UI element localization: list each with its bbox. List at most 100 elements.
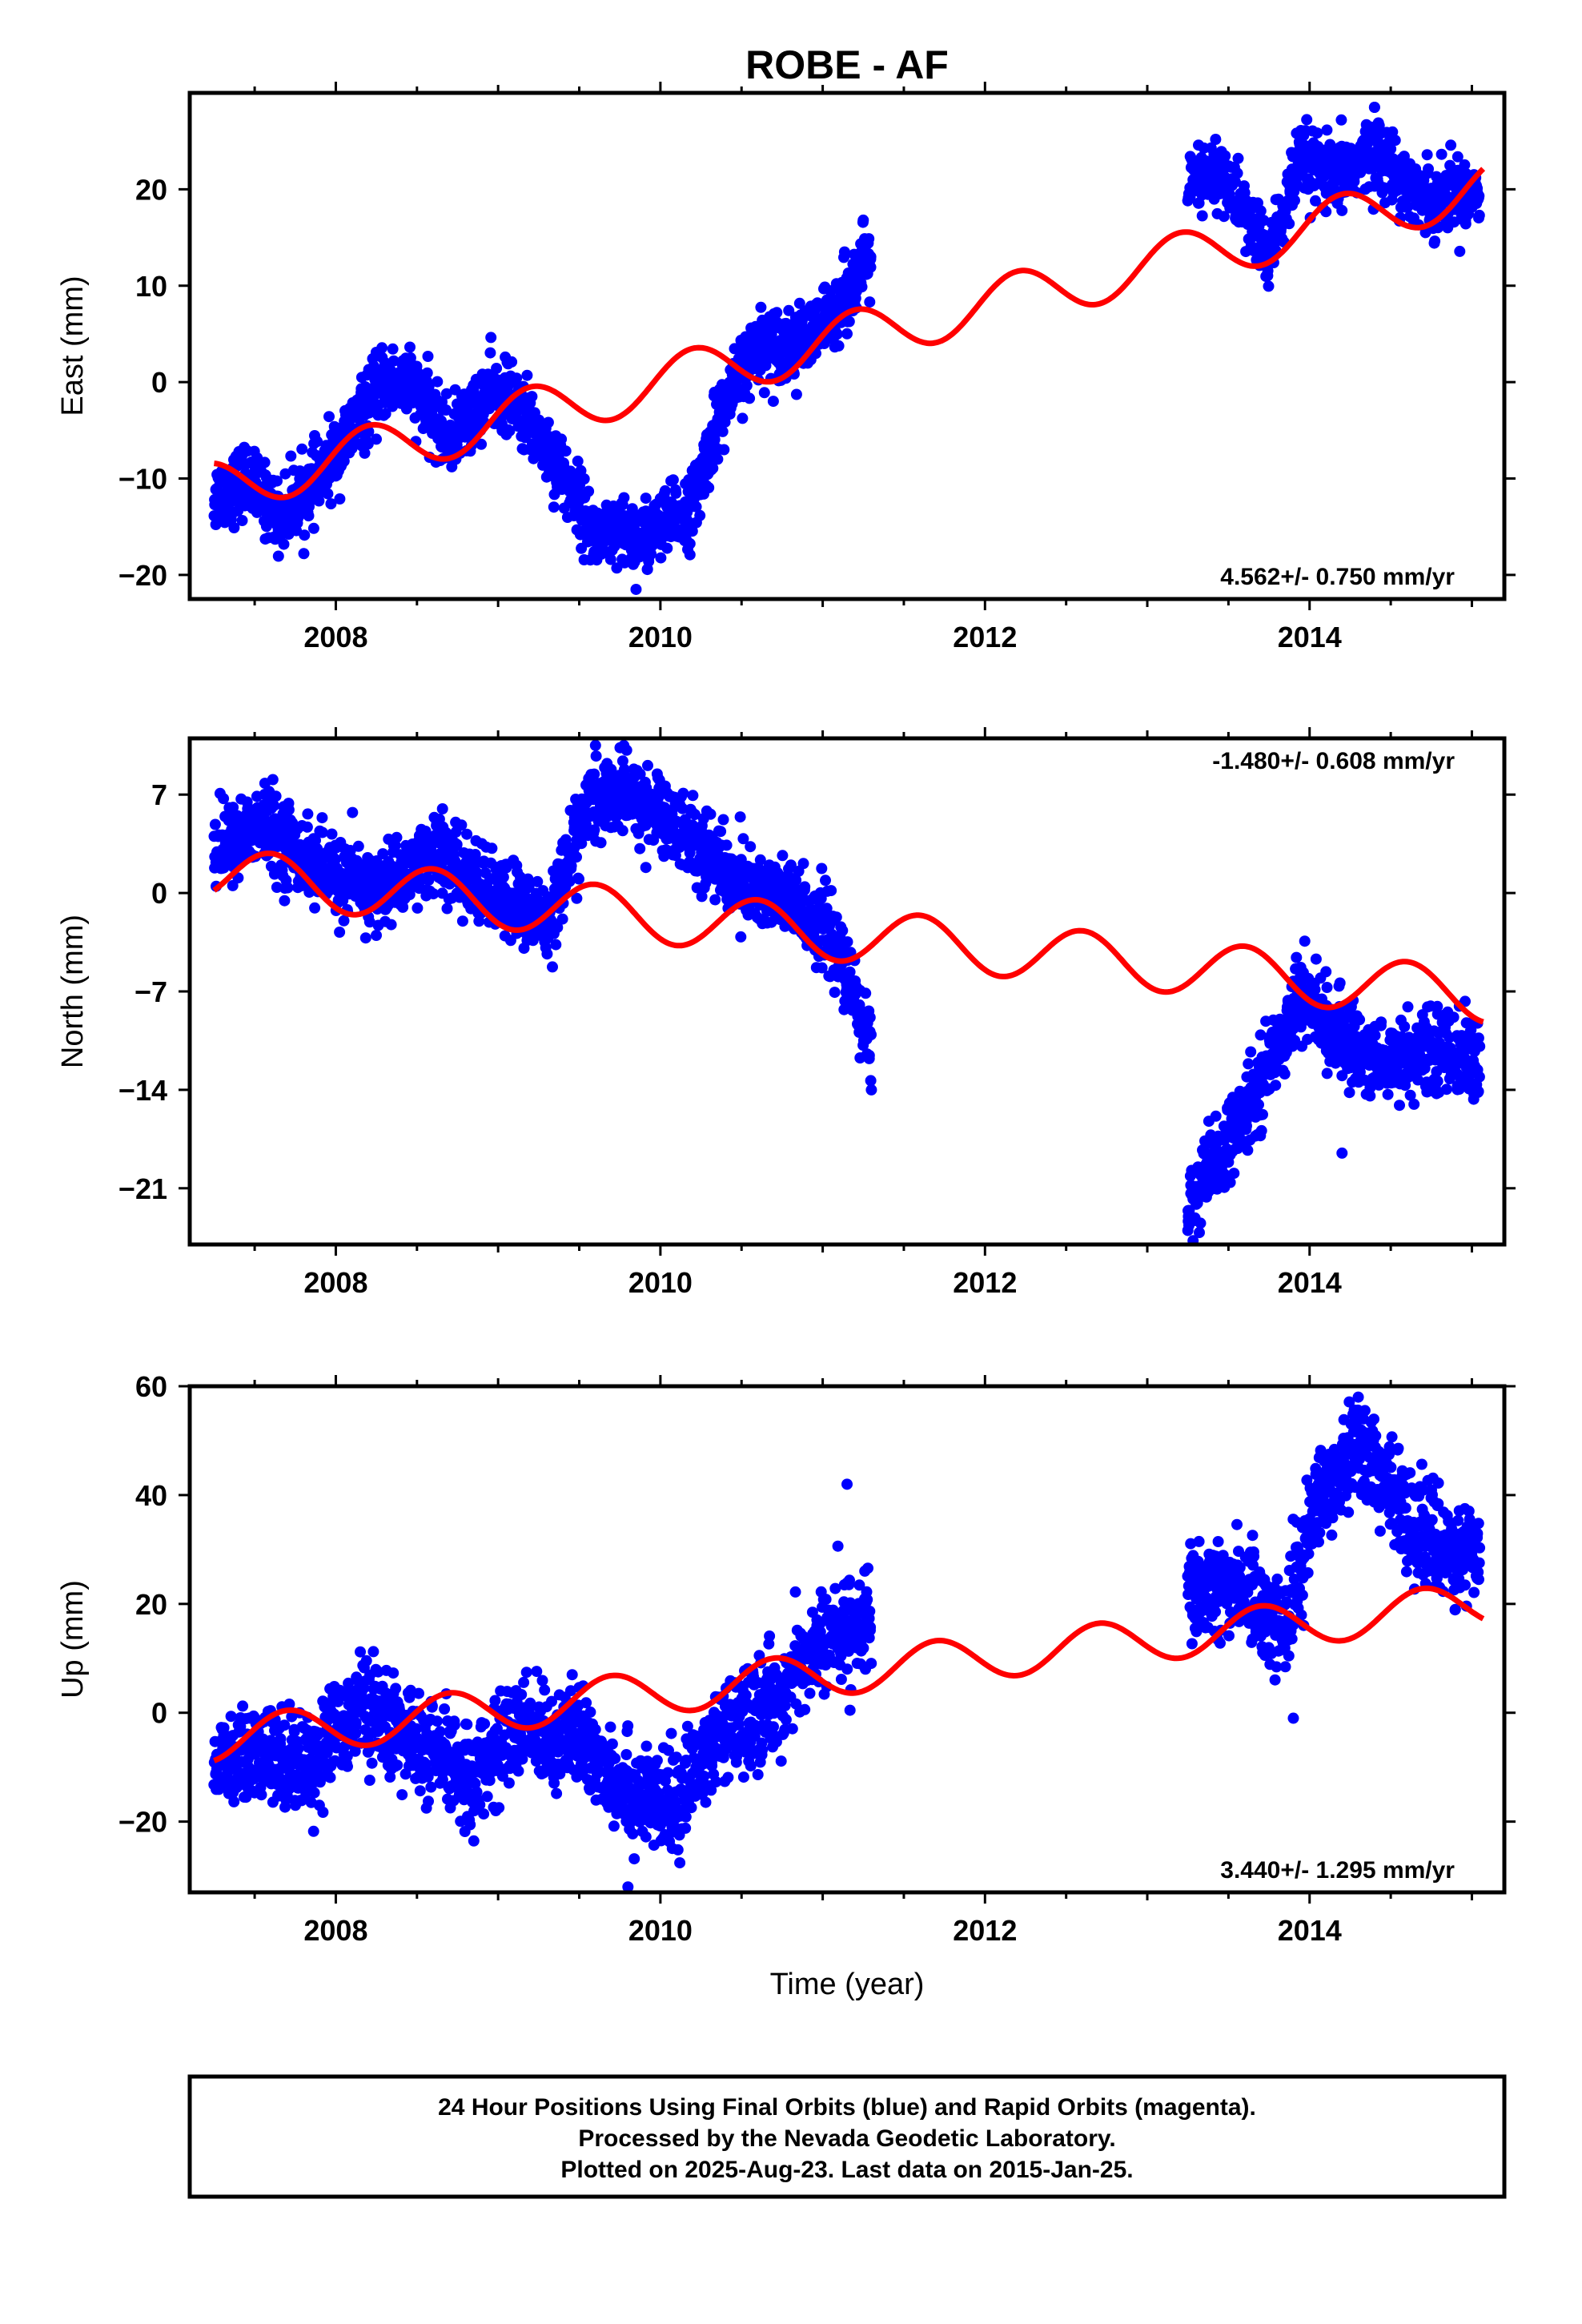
east-point-325 — [334, 493, 346, 505]
east-point-1448 — [767, 396, 779, 408]
east-point-2035 — [1311, 127, 1323, 139]
east-point-552 — [421, 367, 433, 379]
east-point-198 — [285, 450, 297, 462]
east-point-1232 — [684, 537, 696, 549]
north-point-1285 — [705, 808, 717, 820]
east-point-131 — [259, 456, 271, 468]
north-point-1103 — [634, 768, 646, 780]
north-point-2419 — [1460, 995, 1471, 1007]
north-point-837 — [532, 875, 544, 887]
north-point-1296 — [709, 894, 721, 906]
north-point-1696 — [863, 1050, 875, 1061]
north-point-1239 — [687, 790, 699, 802]
east-point-2358 — [1435, 148, 1447, 160]
north-point-1262 — [696, 891, 708, 903]
east-point-1890 — [1255, 205, 1267, 217]
north-point-1122 — [642, 759, 653, 771]
east-x-tick-label-2: 2012 — [953, 621, 1017, 653]
east-point-2340 — [1429, 235, 1441, 247]
east-y-tick-label-3: 10 — [135, 270, 167, 303]
north-point-1855 — [1242, 1144, 1254, 1156]
east-outlier-2 — [1368, 102, 1380, 114]
north-point-654 — [461, 828, 473, 840]
north-point-1890 — [1255, 1029, 1267, 1041]
north-point-1582 — [820, 875, 831, 887]
east-point-1831 — [1232, 152, 1244, 164]
north-point-182 — [279, 895, 291, 907]
north-point-1700 — [865, 1029, 877, 1040]
north-point-1606 — [829, 987, 841, 999]
east-point-1457 — [771, 307, 783, 319]
east-model-curve — [213, 167, 1486, 501]
north-point-194 — [283, 804, 295, 816]
east-point-1118 — [640, 493, 652, 505]
east-point-1196 — [670, 487, 682, 499]
north-point-815 — [523, 882, 535, 894]
east-point-1280 — [703, 482, 715, 493]
north-point-901 — [556, 913, 568, 925]
east-point-507 — [404, 341, 416, 353]
east-point-554 — [422, 351, 434, 362]
east-point-2405 — [1454, 245, 1466, 257]
north-point-555 — [423, 875, 435, 887]
north-point-2270 — [1402, 1001, 1414, 1013]
east-point-1257 — [694, 509, 706, 521]
north-point-719 — [486, 842, 498, 854]
north-point-489 — [397, 901, 409, 913]
east-point-1487 — [783, 304, 795, 316]
east-point-295 — [322, 488, 334, 500]
north-point-993 — [592, 724, 604, 735]
north-point-313 — [329, 854, 341, 866]
north-point-459 — [385, 919, 397, 931]
north-outlier-2 — [1182, 1224, 1194, 1236]
north-point-2172 — [1364, 1090, 1376, 1102]
east-point-398 — [362, 438, 374, 450]
east-point-1291 — [707, 462, 719, 474]
east-point-234 — [299, 529, 311, 541]
east-point-2226 — [1385, 143, 1397, 155]
north-point-1891 — [1255, 1124, 1267, 1136]
north-outlier-1 — [865, 1084, 877, 1096]
east-point-1378 — [741, 380, 753, 392]
north-point-862 — [541, 948, 553, 960]
north-point-279 — [316, 812, 328, 824]
east-point-958 — [578, 473, 590, 485]
east-point-1699 — [865, 251, 877, 263]
north-ticks: 2008 2010 2012 2014−21−14−707 — [118, 727, 1516, 1299]
east-point-244 — [303, 510, 315, 522]
east-point-1188 — [667, 474, 679, 486]
east-point-941 — [572, 455, 584, 467]
east-point-1823 — [1230, 176, 1241, 188]
east-point-731 — [491, 363, 503, 374]
north-point-2030 — [1309, 983, 1321, 995]
east-point-1322 — [719, 416, 731, 428]
east-point-1425 — [758, 387, 770, 399]
east-point-1026 — [604, 553, 616, 565]
north-point-1471 — [777, 850, 789, 862]
east-point-1507 — [790, 388, 802, 400]
north-point-1853 — [1241, 1120, 1252, 1132]
east-point-267 — [311, 436, 323, 448]
east-point-162 — [271, 475, 283, 487]
north-point-1058 — [616, 755, 628, 767]
north-point-305 — [326, 828, 338, 840]
north-point-2058 — [1320, 966, 1332, 978]
north-point-937 — [571, 851, 582, 863]
north-point-1585 — [821, 903, 833, 915]
east-point-601 — [440, 388, 452, 400]
east-point-2147 — [1355, 167, 1367, 179]
east-point-1644 — [843, 316, 855, 328]
north-point-2062 — [1321, 1068, 1333, 1080]
east-point-2381 — [1445, 139, 1457, 151]
north-point-1627 — [837, 925, 849, 936]
east-point-1829 — [1231, 167, 1243, 179]
north-point-2262 — [1399, 1021, 1411, 1032]
chart-title: ROBE - AF — [745, 42, 949, 87]
north-point-1730 — [1194, 1227, 1205, 1239]
east-point-879 — [548, 501, 560, 513]
east-plot-frame — [187, 90, 1507, 601]
north-point-925 — [565, 860, 577, 872]
north-data-points — [208, 724, 1486, 1244]
north-point-358 — [347, 806, 359, 818]
